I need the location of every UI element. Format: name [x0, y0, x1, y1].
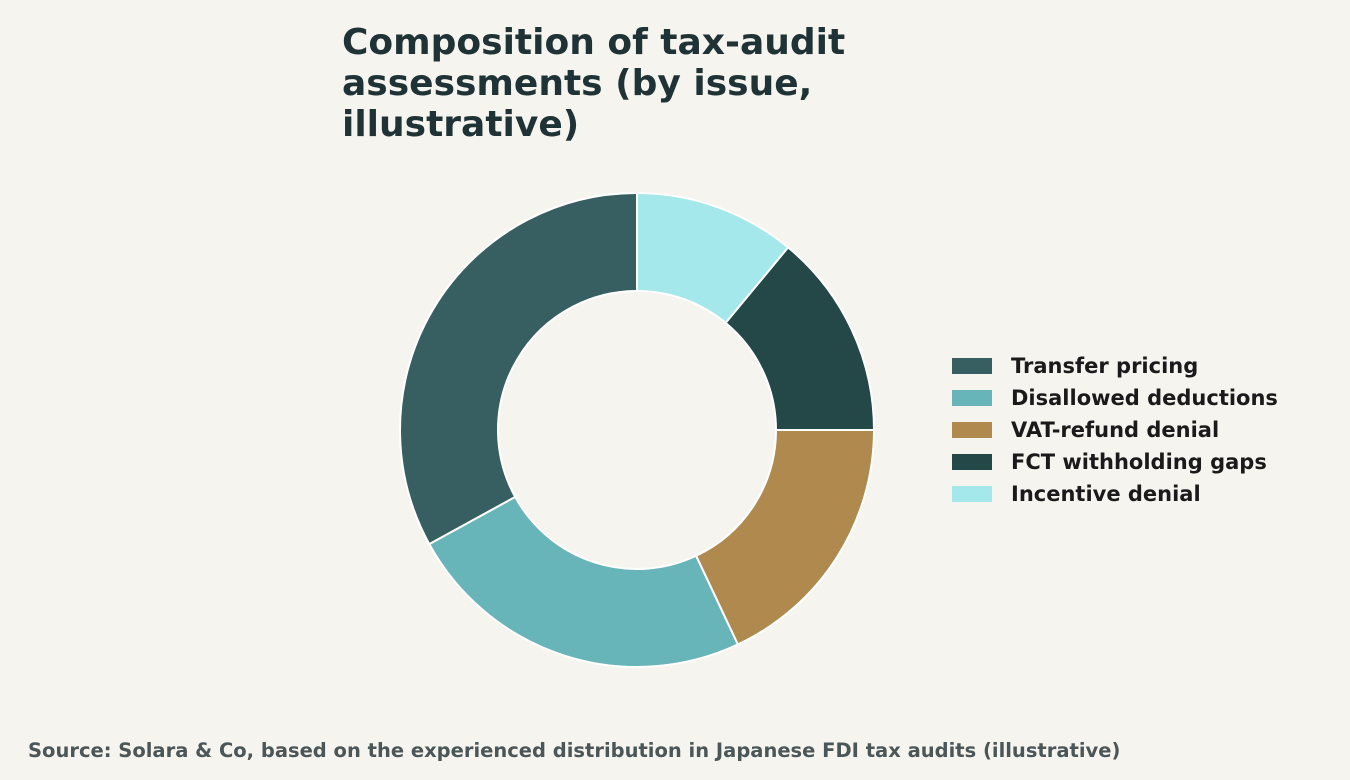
legend-item-fct-withholding-gaps: FCT withholding gaps — [952, 446, 1278, 478]
legend-item-transfer-pricing: Transfer pricing — [952, 350, 1278, 382]
legend-swatch — [952, 454, 992, 470]
slice-vat-refund-denial — [695, 429, 875, 646]
legend-label: VAT-refund denial — [1011, 418, 1220, 442]
legend-label: Incentive denial — [1011, 482, 1201, 506]
legend-swatch — [952, 422, 992, 438]
chart-title: Composition of tax-audit assessments (by… — [342, 22, 846, 145]
legend-item-incentive-denial: Incentive denial — [952, 478, 1278, 510]
slice-incentive-denial — [636, 192, 790, 324]
legend-label: FCT withholding gaps — [1011, 450, 1267, 474]
legend-item-vat-refund-denial: VAT-refund denial — [952, 414, 1278, 446]
legend-swatch — [952, 390, 992, 406]
legend-swatch — [952, 486, 992, 502]
source-note: Source: Solara & Co, based on the experi… — [28, 739, 1121, 762]
legend-label: Transfer pricing — [1011, 354, 1199, 378]
legend-label: Disallowed deductions — [1011, 386, 1278, 410]
chart-legend: Transfer pricing Disallowed deductions VAT… — [952, 350, 1278, 510]
slice-disallowed-deductions — [428, 495, 739, 668]
legend-item-disallowed-deductions: Disallowed deductions — [952, 382, 1278, 414]
slice-transfer-pricing — [399, 192, 638, 546]
legend-swatch — [952, 358, 992, 374]
